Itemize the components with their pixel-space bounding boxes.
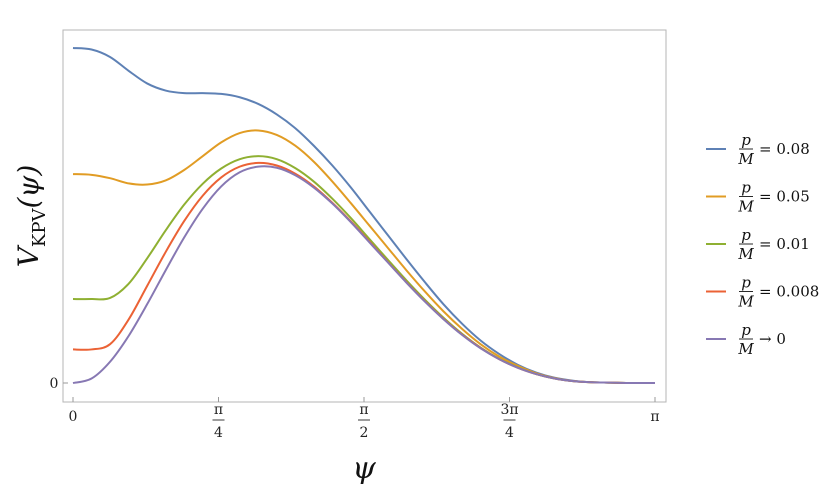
y-axis-label-argument: (ψ) [12,165,45,209]
x-axis-label: ψ [352,451,376,486]
y-tick-label-0: 0 [50,376,59,392]
y-axis-label-main: V [12,244,45,267]
series-layer [72,47,656,385]
legend-label-4: → 0 [759,330,786,348]
x-axis-ticks: 0 π 4 π 2 3π 4 π [69,397,660,441]
x-tick-label-1-den: 4 [214,425,223,441]
y-axis-label: VKPV(ψ) [12,165,50,268]
legend-frac-den-1: M [737,198,754,216]
legend-frac-num-2: p [741,226,751,244]
legend-label-3: = 0.008 [759,283,819,301]
legend-item-0: pM = 0.08 [706,131,810,168]
legend-frac-num-1: p [741,179,751,197]
y-axis-label-subscript: KPV [29,208,50,248]
x-tick-label-4: π [650,409,659,425]
plot-frame [62,29,667,403]
legend-label-2: = 0.01 [759,235,810,253]
legend-frac-num-3: p [741,274,751,292]
legend-label-0: = 0.08 [759,140,810,158]
legend-item-4: pM → 0 [706,321,786,358]
legend-frac-num-0: p [741,131,751,149]
series-line-4 [72,165,656,385]
x-tick-label-3-num: 3π [500,402,518,418]
legend-frac-den-0: M [737,150,754,168]
legend-item-2: pM = 0.01 [706,226,810,263]
legend-item-1: pM = 0.05 [706,179,810,216]
x-tick-label-3-den: 4 [505,425,514,441]
x-tick-label-2-num: π [359,402,368,418]
y-axis-ticks: 0 [50,376,68,392]
legend-label-1: = 0.05 [759,188,810,206]
legend-frac-den-3: M [737,293,754,311]
legend-item-3: pM = 0.008 [706,274,819,311]
legend-frac-den-4: M [737,340,754,358]
legend-frac-den-2: M [737,245,754,263]
x-tick-label-0: 0 [69,409,78,425]
x-tick-label-2-den: 2 [360,425,369,441]
legend-frac-num-4: p [741,321,751,339]
svg-text:VKPV(ψ): VKPV(ψ) [12,165,50,268]
x-tick-label-1-num: π [214,402,223,418]
